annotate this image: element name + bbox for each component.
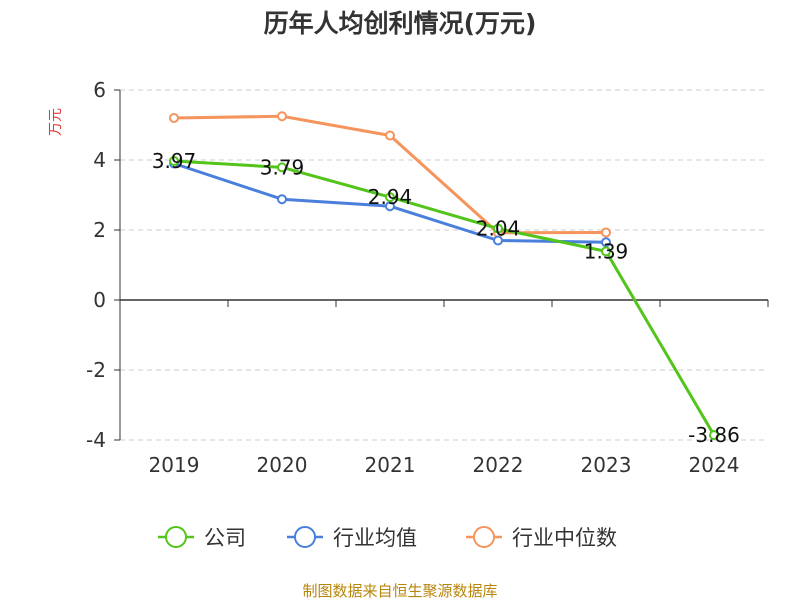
data-label: 3.97 — [152, 149, 197, 173]
data-labels: 3.97 3.79 2.94 2.04 1.39 -3.86 — [152, 149, 740, 447]
gridlines — [120, 89, 768, 441]
data-point[interactable] — [601, 246, 611, 257]
legend-item[interactable]: 公司 — [158, 526, 246, 550]
data-label: 3.79 — [260, 155, 305, 179]
x-tick-label: 2023 — [581, 453, 632, 477]
data-point[interactable] — [493, 235, 503, 246]
data-point[interactable] — [169, 156, 179, 167]
y-axis-label: 万元 — [48, 108, 64, 136]
data-label: 2.04 — [476, 217, 521, 241]
series-lines — [169, 111, 719, 441]
legend-label: 行业中位数 — [512, 526, 617, 550]
legend-label: 公司 — [204, 526, 246, 550]
data-point[interactable] — [601, 237, 611, 248]
y-tick-label: 4 — [93, 148, 106, 172]
data-point[interactable] — [709, 430, 719, 441]
data-point[interactable] — [169, 113, 179, 123]
x-tick-label: 2020 — [257, 453, 308, 477]
legend-item[interactable]: 行业中位数 — [466, 526, 617, 550]
legend-swatch-marker — [473, 526, 495, 548]
data-point[interactable] — [277, 194, 287, 205]
data-label: -3.86 — [688, 423, 740, 447]
x-tick-label: 2019 — [149, 453, 200, 477]
data-point[interactable] — [385, 201, 395, 212]
source-note: 制图数据来自恒生聚源数据库 — [302, 582, 497, 600]
axes: 6 4 2 0 -2 -4 2019 2020 2021 2022 2023 2024 — [86, 78, 769, 477]
y-tick-label: 0 — [93, 288, 106, 312]
legend-item[interactable]: 行业均值 — [287, 526, 417, 550]
data-point[interactable] — [493, 223, 503, 234]
data-label: 1.39 — [584, 239, 629, 263]
y-tick-label: 2 — [93, 218, 106, 242]
legend-swatch-marker — [294, 526, 316, 548]
legend-swatch-marker — [165, 526, 187, 548]
series-line — [173, 159, 716, 436]
y-tick-label: 6 — [93, 78, 106, 102]
data-point[interactable] — [385, 192, 395, 203]
legend[interactable]: 公司 行业均值 行业中位数 — [158, 526, 617, 550]
legend-label: 行业均值 — [333, 526, 417, 550]
x-tick-label: 2022 — [473, 453, 524, 477]
data-point[interactable] — [277, 111, 287, 122]
chart-title: 历年人均创利情况(万元) — [264, 9, 537, 38]
x-tick-label: 2021 — [365, 453, 416, 477]
data-point[interactable] — [277, 162, 287, 173]
y-tick-label: -2 — [86, 358, 106, 382]
y-tick-label: -4 — [86, 428, 106, 452]
data-label: 2.94 — [368, 185, 413, 209]
x-tick-label: 2024 — [689, 453, 740, 477]
data-point[interactable] — [601, 227, 611, 238]
data-point[interactable] — [385, 130, 395, 141]
